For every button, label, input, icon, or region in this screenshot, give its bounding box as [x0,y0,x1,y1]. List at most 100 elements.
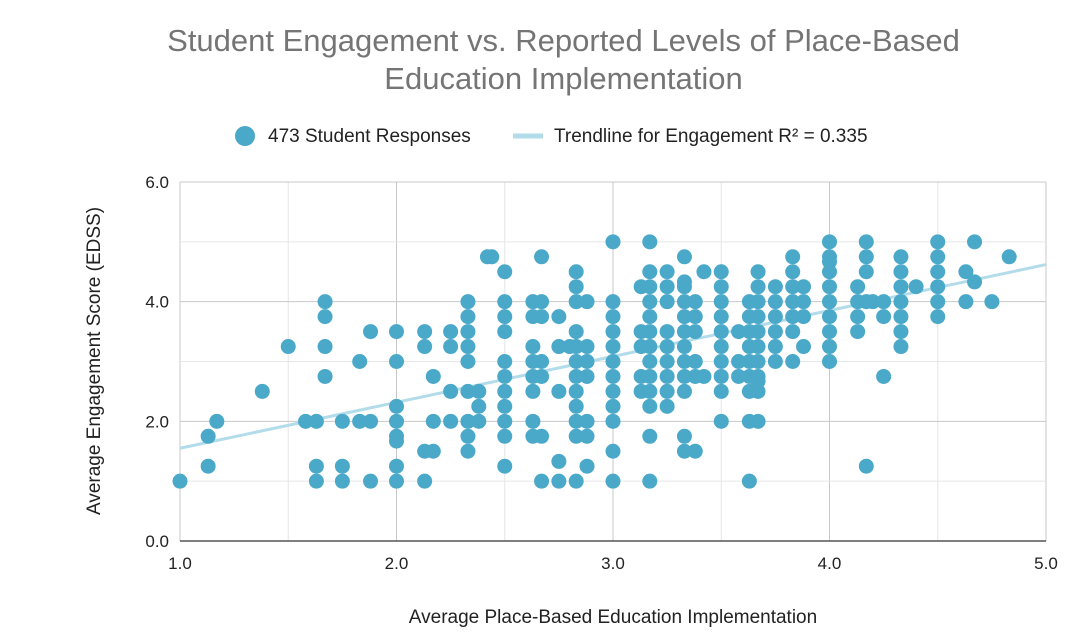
data-point [579,339,595,355]
data-point [767,294,783,310]
data-point [579,354,595,369]
data-point [676,383,692,399]
data-point [785,324,801,340]
data-point [785,279,801,295]
data-point [317,339,333,355]
data-point [534,428,550,444]
data-point [858,458,874,474]
data-point [642,354,658,369]
data-point [525,383,541,399]
data-point [605,339,621,355]
data-point [767,309,783,325]
data-point [822,264,837,280]
data-point [750,264,766,280]
data-point [317,309,333,325]
data-point [984,294,1000,310]
x-axis-label: Average Place-Based Education Implementa… [409,607,817,628]
data-point [713,294,729,310]
data-point [750,383,766,399]
data-point [713,309,729,325]
data-point [471,413,487,429]
data-point [363,413,379,429]
data-point [930,234,946,250]
data-point [425,443,441,459]
data-point [605,413,621,429]
data-point [642,473,658,489]
x-tick-labels: 1.0 2.0 3.0 4.0 5.0 [168,554,1058,573]
data-point [750,413,766,429]
data-point [525,339,541,355]
y-tick-labels: 0.0 2.0 4.0 6.0 [145,173,169,551]
data-point [568,324,584,340]
data-point [280,339,296,355]
legend-label-trendline: Trendline for Engagement R² = 0.335 [554,126,868,147]
data-point [741,473,757,489]
data-point [713,383,729,399]
data-point [471,398,487,414]
data-point [822,294,837,310]
data-point [568,398,584,414]
data-point [642,264,658,280]
data-point [497,309,513,325]
data-point [876,309,892,325]
data-point [850,309,866,325]
data-point [568,264,584,280]
data-point [713,413,729,429]
data-point [389,324,404,340]
data-point [785,249,801,265]
data-point [551,309,567,325]
data-point [568,294,584,310]
data-point [389,433,404,449]
data-point [822,279,837,295]
data-point [389,413,404,429]
data-point [822,339,837,355]
data-point [605,234,621,250]
data-point [534,354,550,369]
data-point [209,413,225,429]
data-point [568,354,584,369]
data-point [352,354,368,369]
chart-title-line-1: Student Engagement vs. Reported Levels o… [167,23,960,58]
data-point [731,324,747,340]
data-point [750,309,766,325]
data-point [460,428,476,444]
data-point [676,279,692,295]
data-point [713,368,729,384]
data-point [696,368,712,384]
data-point [767,339,783,355]
data-point [676,443,692,459]
data-point [443,339,459,355]
data-point [642,234,658,250]
data-point [659,383,675,399]
data-point [750,339,766,355]
data-point [750,294,766,310]
data-point [534,249,550,265]
data-point [893,294,909,310]
data-point [497,354,513,369]
data-point [389,473,404,489]
data-point [551,453,567,469]
data-point [471,383,487,399]
data-point [497,458,513,474]
data-point [298,413,314,429]
data-point [497,368,513,384]
data-point [605,294,621,310]
data-point [785,354,801,369]
data-point [642,279,658,295]
data-point [460,294,476,310]
data-point [497,264,513,280]
y-tick-label: 0.0 [145,532,169,551]
data-point [767,279,783,295]
data-point [551,339,567,355]
data-point [659,368,675,384]
data-point [876,368,892,384]
data-point [893,309,909,325]
legend-marker-points [235,126,255,146]
data-point [822,309,837,325]
data-point [930,294,946,310]
data-point [713,339,729,355]
data-point [484,249,500,265]
data-point [659,398,675,414]
data-point [605,383,621,399]
x-tick-label: 2.0 [385,554,409,573]
